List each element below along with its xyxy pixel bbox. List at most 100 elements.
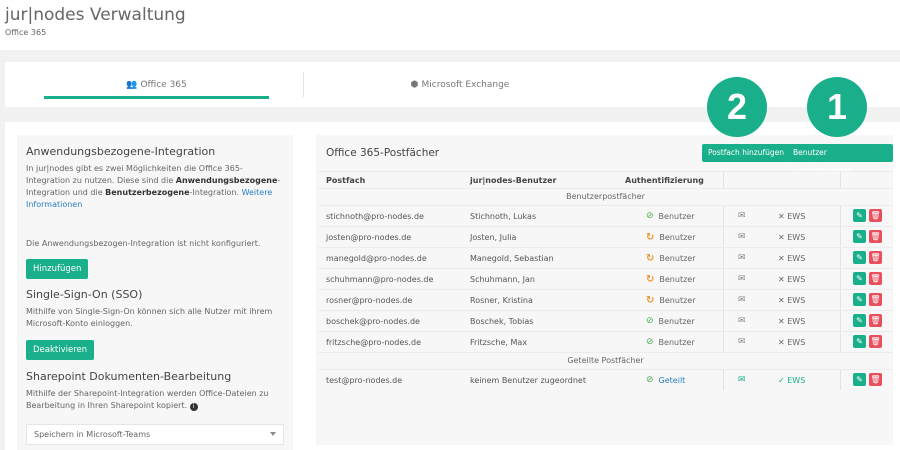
row-actions: ✎ 🗑 — [853, 209, 882, 222]
auth-label: Geteilt — [658, 375, 686, 385]
tab-label: Office 365 — [140, 79, 187, 90]
delete-button[interactable]: 🗑 — [869, 251, 882, 264]
mailbox-user: Manegold, Sebastian — [470, 254, 554, 263]
mailbox-address: stichnoth@pro-nodes.de — [326, 212, 424, 221]
edit-button[interactable]: ✎ — [853, 230, 866, 243]
mailbox-user: Boschek, Tobias — [470, 317, 534, 326]
auth-label: Benutzer — [659, 254, 696, 263]
mailbox-user: Schuhmann, Jan — [470, 275, 535, 284]
edit-button[interactable]: ✎ — [853, 272, 866, 285]
info-icon[interactable]: i — [189, 403, 198, 411]
table-row: manegold@pro-nodes.de Manegold, Sebastia… — [318, 247, 893, 268]
edit-button[interactable]: ✎ — [853, 314, 866, 327]
envelope-icon: ✉ — [738, 253, 746, 263]
auth-status: ↻ Benutzer — [646, 274, 696, 285]
x-icon: ✕ — [778, 338, 785, 347]
auth-label: Benutzer — [659, 275, 696, 284]
ews-label: EWS — [787, 296, 806, 305]
mailboxes-title: Office 365-Postfächer — [326, 147, 440, 159]
mailbox-user: Fritzsche, Max — [470, 338, 528, 347]
auth-label: Benutzer — [658, 211, 695, 221]
refresh-icon: ↻ — [646, 274, 655, 285]
edit-button[interactable]: ✎ — [853, 293, 866, 306]
row-actions: ✎ 🗑 — [853, 373, 882, 386]
cubes-icon: ⬢ — [410, 79, 419, 90]
delete-button[interactable]: 🗑 — [869, 209, 882, 222]
sso-title: Single-Sign-On (SSO) — [26, 288, 143, 301]
add-mailbox-button[interactable]: Postfach hinzufügen — [702, 144, 790, 162]
ews-status: ✕ EWS — [778, 275, 805, 284]
table-row: boschek@pro-nodes.de Boschek, Tobias ⊘ Be… — [318, 310, 893, 331]
intro-text: -Integration und die — [26, 176, 281, 197]
column-divider — [840, 332, 841, 352]
table-row: rosner@pro-nodes.de Rosner, Kristina ↻ Be… — [318, 289, 893, 310]
deactivate-sso-button[interactable]: Deaktivieren — [26, 340, 95, 360]
row-actions: ✎ 🗑 — [853, 335, 882, 348]
more-info-link[interactable]: Weitere Informationen — [26, 188, 273, 209]
column-divider — [723, 370, 724, 390]
add-integration-button[interactable]: Hinzufügen — [26, 259, 89, 279]
sharepoint-storage-select[interactable]: Speichern in Microsoft-Teams — [26, 424, 284, 445]
column-divider — [723, 172, 724, 188]
ews-status: ✕ EWS — [778, 254, 805, 263]
col-benutzer: jur|nodes-Benutzer — [470, 176, 557, 185]
edit-button[interactable]: ✎ — [853, 335, 866, 348]
col-authentifizierung: Authentifizierung — [625, 176, 704, 185]
column-divider — [723, 227, 724, 247]
tab-office-365[interactable]: 👥 Office 365 — [44, 62, 269, 107]
intro-text: In jur|nodes gibt es zwei Möglichkeiten … — [26, 164, 243, 185]
table-row: schuhmann@pro-nodes.de Schuhmann, Jan ↻ B… — [318, 268, 893, 289]
group-shared-mailboxes: Geteilte Postfächer — [318, 352, 893, 369]
column-divider — [840, 290, 841, 310]
column-divider — [840, 370, 841, 390]
refresh-icon: ↻ — [646, 295, 655, 306]
envelope-icon: ✉ — [738, 316, 746, 326]
auth-label: Benutzer — [659, 233, 696, 242]
ews-label: EWS — [787, 317, 806, 326]
envelope-icon: ✉ — [738, 274, 746, 284]
tab-label: Microsoft Exchange — [421, 79, 510, 90]
sync-users-button[interactable]: Benutzer synchronisieren — [787, 144, 893, 175]
ews-label: EWS — [787, 233, 806, 242]
edit-button[interactable]: ✎ — [853, 209, 866, 222]
delete-button[interactable]: 🗑 — [869, 272, 882, 285]
edit-button[interactable]: ✎ — [853, 251, 866, 264]
sharepoint-desc: Mithilfe der Sharepoint-Integration werd… — [26, 389, 269, 410]
mailbox-address: fritzsche@pro-nodes.de — [326, 338, 422, 347]
x-icon: ✕ — [778, 275, 785, 284]
x-icon: ✕ — [778, 296, 785, 305]
ews-label: EWS — [787, 338, 806, 347]
page-header: jur|nodes Verwaltung Office 365 — [0, 0, 900, 50]
auth-status: ⊘ Benutzer — [646, 211, 695, 221]
integration-panel: Anwendungsbezogene-Integration In jur|no… — [17, 135, 293, 450]
sharepoint-title: Sharepoint Dokumenten-Bearbeitung — [26, 370, 232, 383]
column-divider — [723, 311, 724, 331]
delete-button[interactable]: 🗑 — [869, 335, 882, 348]
x-icon: ✕ — [778, 317, 785, 326]
delete-button[interactable]: 🗑 — [869, 373, 882, 386]
ews-status: ✕ EWS — [778, 296, 805, 305]
mailbox-user: Stichnoth, Lukas — [470, 212, 537, 221]
row-actions: ✎ 🗑 — [853, 251, 882, 264]
edit-button[interactable]: ✎ — [853, 373, 866, 386]
sharepoint-text: Mithilfe der Sharepoint-Integration werd… — [26, 388, 284, 412]
envelope-icon: ✉ — [738, 375, 746, 385]
check-circle-icon: ⊘ — [646, 337, 654, 347]
mailbox-address: test@pro-nodes.de — [326, 376, 403, 385]
delete-button[interactable]: 🗑 — [869, 230, 882, 243]
ews-status: ✕ EWS — [778, 338, 805, 347]
tab-microsoft-exchange[interactable]: ⬢ Microsoft Exchange — [345, 62, 575, 107]
ews-status: ✕ EWS — [778, 233, 805, 242]
step-badge-1: 1 — [807, 77, 867, 137]
delete-button[interactable]: 🗑 — [869, 314, 882, 327]
mailbox-user: Josten, Julia — [470, 233, 517, 242]
check-circle-icon: ⊘ — [646, 211, 654, 221]
app-integration-intro: In jur|nodes gibt es zwei Möglichkeiten … — [26, 163, 284, 211]
auth-status: ⊘ Geteilt — [646, 375, 685, 385]
mailboxes-table: Postfach jur|nodes-Benutzer Authentifizi… — [318, 171, 893, 390]
auth-status: ↻ Benutzer — [646, 253, 696, 264]
column-divider — [723, 332, 724, 352]
delete-button[interactable]: 🗑 — [869, 293, 882, 306]
envelope-icon: ✉ — [738, 337, 746, 347]
table-row: josten@pro-nodes.de Josten, Julia ↻ Benut… — [318, 226, 893, 247]
